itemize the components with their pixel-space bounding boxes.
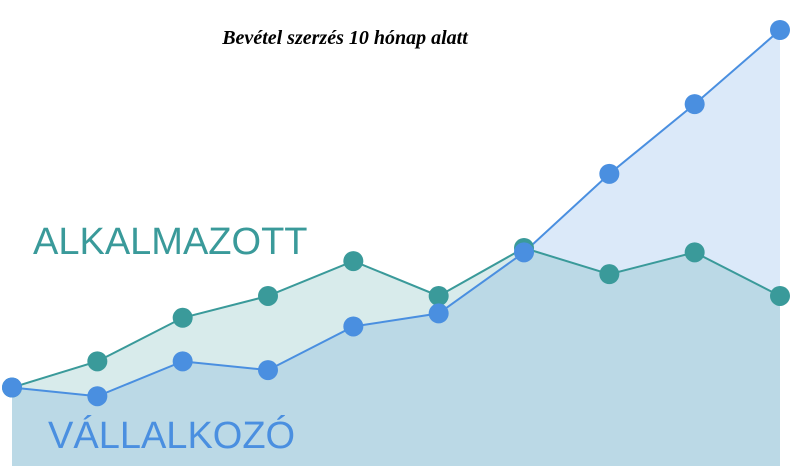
data-point: [770, 285, 790, 306]
data-point: [599, 264, 620, 285]
data-point: [770, 20, 790, 40]
data-point: [428, 285, 449, 306]
data-point: [514, 242, 534, 263]
data-point: [343, 251, 364, 272]
data-point: [343, 316, 364, 337]
data-point: [172, 351, 193, 372]
data-point: [258, 285, 278, 306]
data-point: [87, 386, 108, 407]
area-fill: [12, 248, 780, 466]
series-line: [11, 246, 781, 389]
data-point: [2, 377, 22, 398]
series-line: [11, 29, 781, 398]
legend-label: VÁLLALKOZÓ: [48, 414, 295, 457]
area-fill: [12, 30, 780, 466]
data-point: [172, 307, 193, 328]
legend-label: ALKALMAZOTT: [33, 221, 308, 263]
data-point: [258, 360, 278, 381]
data-point: [428, 303, 449, 324]
chart-title: Bevétel szerzés 10 hónap alatt: [221, 27, 469, 49]
data-point: [684, 242, 705, 263]
data-point: [684, 94, 705, 115]
data-point: [87, 351, 108, 372]
data-point: [599, 163, 620, 184]
